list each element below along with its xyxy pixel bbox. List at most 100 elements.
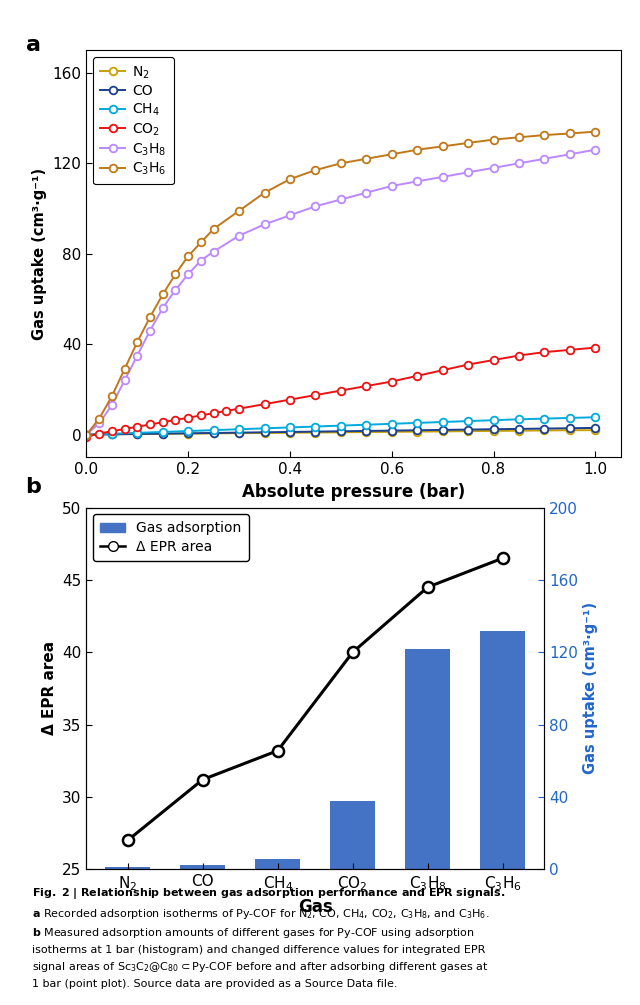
N$_2$ [591,424,599,436]
CO [260,426,268,438]
CO$_2$ [337,385,345,397]
C$_3$H$_8$ [95,417,103,429]
CO [388,424,396,436]
C$_3$H$_8$ [515,157,523,169]
CO [439,424,447,436]
C$_3$H$_8$ [134,350,141,362]
C$_3$H$_6$ [197,236,205,248]
C$_3$H$_6$ [121,363,129,375]
C$_3$H$_8$ [146,325,154,337]
CO$_2$ [121,423,129,435]
N$_2$ [83,428,90,440]
CO [413,424,421,436]
CH$_4$ [83,428,90,440]
C$_3$H$_6$ [236,205,243,217]
CH$_4$ [184,425,192,437]
N$_2$ [286,427,294,439]
C$_3$H$_6$ [490,134,497,146]
N$_2$ [439,425,447,437]
CO$_2$ [515,350,523,362]
N$_2$ [337,426,345,438]
CO$_2$ [197,409,205,421]
C$_3$H$_8$ [591,144,599,156]
CO [464,423,472,435]
X-axis label: Absolute pressure (bar): Absolute pressure (bar) [242,482,465,500]
CH$_4$ [515,413,523,425]
CO$_2$ [134,421,141,433]
N$_2$ [464,425,472,437]
CO [83,428,90,440]
CO$_2$ [184,412,192,424]
C$_3$H$_6$ [95,413,103,425]
CO [515,423,523,435]
C$_3$H$_8$ [159,302,166,314]
N$_2$ [541,424,548,436]
Text: b: b [26,477,42,497]
CO$_2$ [286,394,294,406]
Line: CO: CO [83,424,599,438]
CH$_4$ [312,420,319,432]
N$_2$ [490,425,497,437]
C$_3$H$_8$ [260,218,268,230]
C$_3$H$_8$ [184,268,192,280]
C$_3$H$_8$ [83,428,90,440]
CO$_2$ [95,427,103,439]
C$_3$H$_8$ [108,399,116,411]
CH$_4$ [566,412,573,424]
C$_3$H$_8$ [312,200,319,212]
Line: C$_3$H$_6$: C$_3$H$_6$ [83,128,599,438]
C$_3$H$_6$ [362,153,370,165]
C$_3$H$_6$ [337,157,345,169]
CO$_2$ [464,359,472,371]
CH$_4$ [260,422,268,434]
CH$_4$ [286,421,294,433]
CO$_2$ [566,344,573,356]
N$_2$ [566,424,573,436]
CO [210,427,218,439]
Bar [405,648,450,869]
CO [312,425,319,437]
CO [236,426,243,438]
CO$_2$ [490,354,497,366]
N$_2$ [362,426,370,438]
N$_2$ [184,427,192,439]
N$_2$ [260,427,268,439]
C$_3$H$_6$ [413,144,421,156]
CO$_2$ [236,403,243,415]
Y-axis label: Δ EPR area: Δ EPR area [42,641,56,736]
C$_3$H$_6$ [260,187,268,199]
CH$_4$ [591,411,599,423]
CO$_2$ [541,346,548,358]
N$_2$ [159,428,166,440]
C$_3$H$_6$ [146,311,154,323]
CO [591,422,599,434]
C$_3$H$_8$ [172,283,179,295]
C$_3$H$_6$ [184,250,192,262]
Legend: N$_2$, CO, CH$_4$, CO$_2$, C$_3$H$_8$, C$_3$H$_6$: N$_2$, CO, CH$_4$, CO$_2$, C$_3$H$_8$, C… [93,57,173,185]
N$_2$ [108,428,116,440]
CO [337,425,345,437]
C$_3$H$_8$ [566,148,573,160]
C$_3$H$_8$ [413,175,421,187]
C$_3$H$_6$ [210,223,218,235]
CO$_2$ [210,407,218,419]
Y-axis label: Gas uptake (cm³·g⁻¹): Gas uptake (cm³·g⁻¹) [584,602,598,775]
CO [108,428,116,440]
CO$_2$ [388,376,396,388]
C$_3$H$_8$ [490,162,497,174]
N$_2$ [210,427,218,439]
C$_3$H$_6$ [134,336,141,348]
CO$_2$ [591,342,599,354]
Line: N$_2$: N$_2$ [83,426,599,438]
C$_3$H$_6$ [312,164,319,176]
CH$_4$ [210,424,218,436]
Bar [330,801,375,869]
C$_3$H$_6$ [159,288,166,300]
CO [566,422,573,434]
CO [490,423,497,435]
C$_3$H$_8$ [210,245,218,257]
C$_3$H$_8$ [197,254,205,266]
Bar [255,859,300,869]
C$_3$H$_8$ [236,229,243,241]
C$_3$H$_6$ [388,148,396,160]
